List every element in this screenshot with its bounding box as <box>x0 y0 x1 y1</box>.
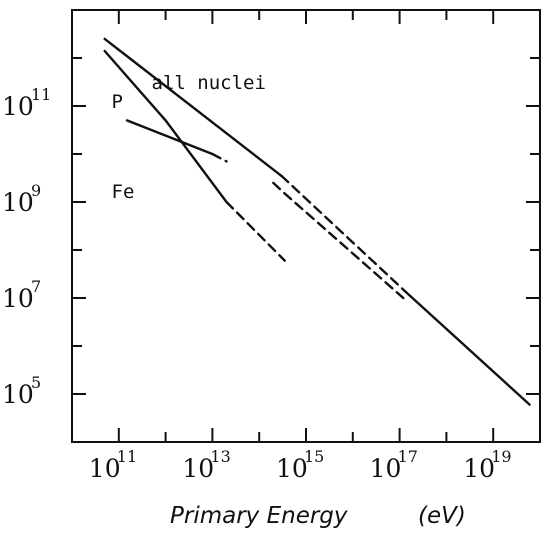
y-tick-label-base: 10 <box>2 284 34 313</box>
x-tick-label-base: 10 <box>182 454 214 483</box>
x-tick-label-exp: 15 <box>304 447 324 466</box>
x-axis-unit: (eV) <box>418 503 466 529</box>
series-line-all-nuclei-solid <box>103 37 283 178</box>
y-tick-label-exp: 11 <box>31 85 51 104</box>
series-line-fe-dashed <box>211 152 228 163</box>
x-tick-label-exp: 11 <box>117 447 137 466</box>
x-tick-label-exp: 17 <box>398 447 418 466</box>
annotation-label: all nuclei <box>152 72 266 94</box>
series-line-fe-solid <box>125 119 214 156</box>
x-tick-label-exp: 19 <box>491 447 511 466</box>
series-line-all-nuclei-dashed <box>280 174 408 294</box>
x-tick-label-base: 10 <box>463 454 495 483</box>
x-tick-label-base: 10 <box>89 454 121 483</box>
x-tick-label-base: 10 <box>276 454 308 483</box>
series-line-all-nuclei-solid <box>405 291 531 406</box>
x-axis-label: Primary Energy <box>170 503 348 529</box>
x-tick-label-exp: 13 <box>210 447 230 466</box>
annotation-label: Fe <box>112 181 135 203</box>
series-line-p-solid <box>103 49 228 204</box>
series-line-p-dashed <box>225 200 286 262</box>
y-tick-label-base: 10 <box>2 380 34 409</box>
y-tick-label-base: 10 <box>2 188 34 217</box>
y-tick-label-exp: 7 <box>31 277 41 296</box>
y-tick-label-exp: 5 <box>31 373 41 392</box>
y-tick-label-base: 10 <box>2 92 34 121</box>
plot-frame <box>71 9 541 443</box>
x-tick-label-base: 10 <box>370 454 402 483</box>
series-line-fe-dashed <box>272 181 405 300</box>
y-tick-label-exp: 9 <box>31 181 41 200</box>
annotation-label: P <box>112 91 123 113</box>
